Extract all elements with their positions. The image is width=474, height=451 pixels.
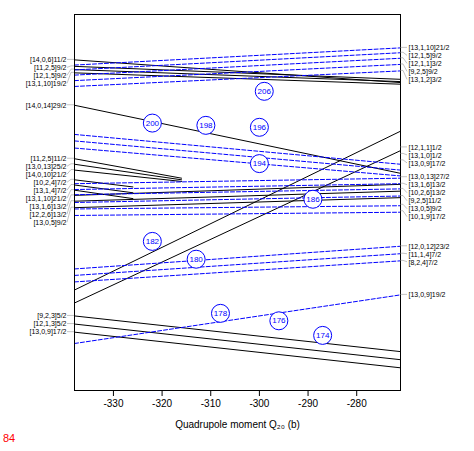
svg-text:[12,1,5]9/2: [12,1,5]9/2 bbox=[33, 72, 66, 80]
svg-text:[10,2,6]13/2: [10,2,6]13/2 bbox=[409, 189, 446, 197]
svg-text:[13,0,13]25/2: [13,0,13]25/2 bbox=[26, 163, 67, 171]
svg-text:[13,1,6]13/2: [13,1,6]13/2 bbox=[30, 203, 67, 211]
svg-text:198: 198 bbox=[199, 121, 213, 130]
svg-text:[11,2,5]9/2: [11,2,5]9/2 bbox=[34, 64, 67, 72]
svg-text:[9,2,5]9/2: [9,2,5]9/2 bbox=[409, 68, 438, 76]
svg-text:[13,1,10]19/2: [13,1,10]19/2 bbox=[26, 80, 67, 88]
svg-text:186: 186 bbox=[306, 195, 320, 204]
svg-text:[14,0,10]21/2: [14,0,10]21/2 bbox=[26, 171, 67, 179]
svg-text:[12,1,1]1/2: [12,1,1]1/2 bbox=[409, 144, 442, 152]
svg-text:[13,1,10]21/2: [13,1,10]21/2 bbox=[26, 195, 67, 203]
svg-text:182: 182 bbox=[146, 237, 160, 246]
svg-text:[10,2,4]7/2: [10,2,4]7/2 bbox=[33, 179, 66, 187]
svg-text:[10,1,9]17/2: [10,1,9]17/2 bbox=[409, 213, 446, 221]
svg-text:[13,0,5]9/2: [13,0,5]9/2 bbox=[409, 205, 442, 213]
svg-text:-280: -280 bbox=[347, 398, 367, 409]
svg-text:Quadrupole moment Q₂₀ (b): Quadrupole moment Q₂₀ (b) bbox=[175, 419, 300, 430]
svg-text:206: 206 bbox=[258, 87, 272, 96]
svg-text:[13,0,9]17/2: [13,0,9]17/2 bbox=[30, 328, 67, 336]
svg-text:[8,2,4]7/2: [8,2,4]7/2 bbox=[409, 258, 438, 266]
svg-text:200: 200 bbox=[146, 119, 160, 128]
svg-text:[13,1,2]3/2: [13,1,2]3/2 bbox=[409, 76, 442, 84]
svg-text:-290: -290 bbox=[298, 398, 318, 409]
svg-text:174: 174 bbox=[316, 331, 330, 340]
svg-text:[13,0,13]27/2: [13,0,13]27/2 bbox=[409, 173, 450, 181]
svg-text:[13,1,4]7/2: [13,1,4]7/2 bbox=[33, 187, 66, 195]
svg-text:[9,2,3]5/2: [9,2,3]5/2 bbox=[37, 312, 66, 320]
svg-text:[11,2,5]11/2: [11,2,5]11/2 bbox=[31, 155, 67, 163]
svg-text:[12,1,1]3/2: [12,1,1]3/2 bbox=[409, 60, 442, 68]
svg-text:[13,0,9]17/2: [13,0,9]17/2 bbox=[409, 160, 446, 168]
svg-text:[13,1,0]1/2: [13,1,0]1/2 bbox=[409, 152, 442, 160]
svg-text:194: 194 bbox=[253, 159, 267, 168]
svg-text:-300: -300 bbox=[249, 398, 269, 409]
svg-text:-330: -330 bbox=[103, 398, 123, 409]
svg-text:[12,1,5]9/2: [12,1,5]9/2 bbox=[409, 52, 442, 60]
svg-text:178: 178 bbox=[214, 309, 228, 318]
svg-text:[13,0,9]19/2: [13,0,9]19/2 bbox=[409, 291, 446, 299]
svg-text:[12,1,3]5/2: [12,1,3]5/2 bbox=[33, 320, 66, 328]
svg-text:[9,2,5]11/2: [9,2,5]11/2 bbox=[409, 197, 442, 205]
svg-text:-310: -310 bbox=[201, 398, 221, 409]
svg-text:[11,1,4]7/2: [11,1,4]7/2 bbox=[409, 250, 442, 258]
svg-text:[13,0,5]9/2: [13,0,5]9/2 bbox=[33, 219, 66, 227]
svg-text:[13,1,6]13/2: [13,1,6]13/2 bbox=[409, 181, 446, 189]
svg-text:[14,0,14]29/2: [14,0,14]29/2 bbox=[26, 101, 67, 109]
svg-text:[13,1,10]21/2: [13,1,10]21/2 bbox=[409, 44, 450, 52]
svg-text:[12,2,6]13/2: [12,2,6]13/2 bbox=[30, 211, 67, 219]
svg-text:-320: -320 bbox=[152, 398, 172, 409]
svg-text:196: 196 bbox=[253, 123, 267, 132]
svg-text:180: 180 bbox=[189, 255, 203, 264]
html-text:84: 84 bbox=[3, 432, 16, 444]
svg-text:176: 176 bbox=[272, 316, 286, 325]
svg-text:[12,0,12]23/2: [12,0,12]23/2 bbox=[409, 242, 450, 250]
svg-text:[14,0,6]11/2: [14,0,6]11/2 bbox=[30, 56, 67, 64]
